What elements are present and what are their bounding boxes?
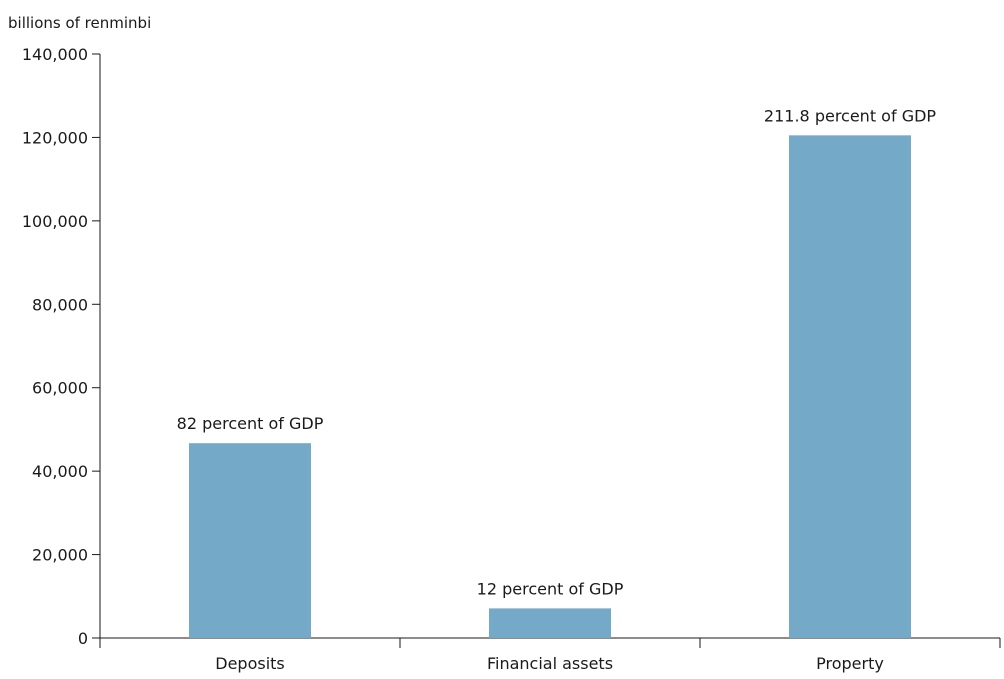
x-tick-label: Deposits	[215, 654, 285, 673]
y-tick-label: 140,000	[22, 45, 88, 64]
bar-property	[789, 135, 911, 639]
y-tick-label: 20,000	[32, 546, 88, 565]
y-tick-label: 80,000	[32, 295, 88, 314]
y-tick-label: 40,000	[32, 462, 88, 481]
bar-financial-assets	[489, 608, 611, 638]
data-labels: 82 percent of GDP 12 percent of GDP 211.8 …	[177, 106, 937, 598]
x-ticks: Deposits Financial assets Property	[99, 638, 1001, 673]
y-axis-label: billions of renminbi	[8, 14, 151, 32]
y-tick-label: 0	[78, 629, 88, 648]
x-tick-label: Financial assets	[487, 654, 613, 673]
bar-deposits	[189, 443, 311, 638]
y-tick-label: 120,000	[22, 128, 88, 147]
data-label: 12 percent of GDP	[477, 579, 624, 598]
data-label: 211.8 percent of GDP	[764, 106, 936, 125]
y-ticks: 0 20,000 40,000 60,000 80,000 100,000 120,000 1…	[22, 45, 100, 648]
data-label: 82 percent of GDP	[177, 414, 324, 433]
x-tick-label: Property	[816, 654, 884, 673]
y-tick-label: 60,000	[32, 379, 88, 398]
bars	[189, 135, 911, 639]
y-tick-label: 100,000	[22, 212, 88, 231]
